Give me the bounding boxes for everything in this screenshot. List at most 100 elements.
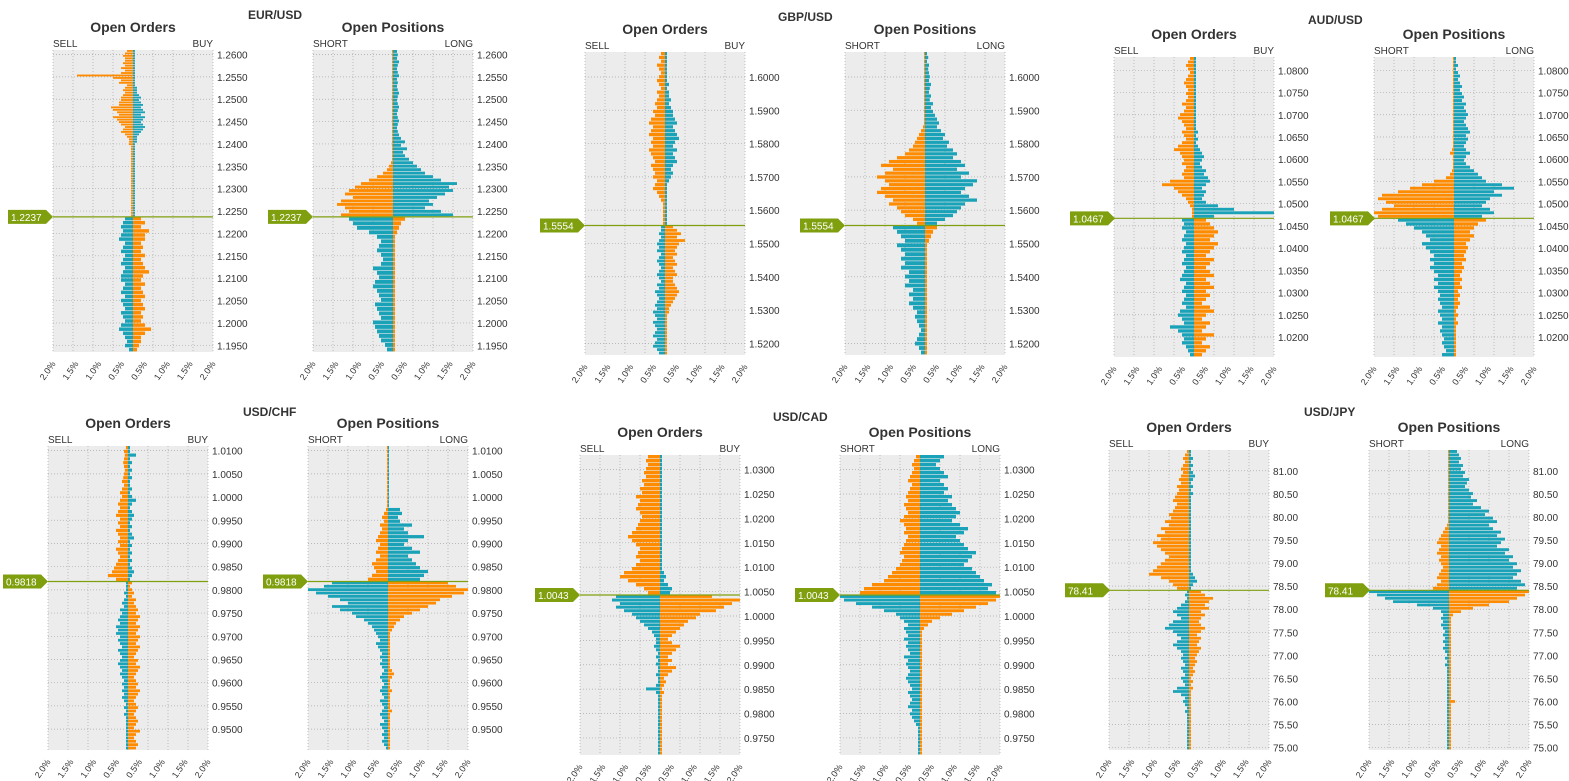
usdchf-positions-lower-right-bar (388, 648, 390, 652)
usdcad-orders-lower-left-bar (646, 687, 660, 691)
usdchf-orders-lower-left-bar (122, 696, 128, 699)
usdchf-positions-y-tick: 0.9800 (472, 586, 503, 597)
audusd-positions-lower-right-bar (1454, 309, 1456, 313)
eurusd-orders-y-tick: 1.2200 (217, 229, 248, 240)
eurusd-orders-lower-left-bar (125, 319, 133, 323)
eurusd-orders-upper-left-bar (119, 113, 133, 116)
usdchf-orders-lower-left-bar (120, 652, 128, 656)
usdjpy-orders-upper-right-bar (1189, 576, 1195, 580)
usdcad-positions-y-tick: 0.9850 (1004, 685, 1035, 696)
gbpusd-positions-lower-right-bar (925, 319, 927, 324)
usdchf-positions-lower-right-bar (388, 598, 440, 602)
usdcad-orders-lower-left-bar (658, 715, 660, 719)
usdcad-orders-upper-right-bar (660, 475, 662, 479)
eurusd-positions-lower-right-bar (393, 279, 395, 284)
usdcad-orders-upper-right-bar (660, 591, 670, 595)
eurusd-positions-lower-left-bar (377, 270, 393, 275)
usdjpy-positions-lower-right-bar (1449, 590, 1529, 594)
usdcad-positions-lower-left-bar (910, 683, 920, 687)
usdcad-orders-upper-left-bar (632, 567, 660, 571)
usdcad-orders-upper-right-bar (660, 487, 662, 491)
usdchf-positions-lower-right-bar (388, 665, 390, 669)
eurusd-positions-upper-left-bar (345, 192, 393, 196)
gbpusd-orders-lower-right-bar (665, 317, 667, 321)
usdchf-orders-lower-left-bar (124, 692, 128, 696)
usdchf-positions-lower-left-bar (382, 702, 388, 706)
usdcad-orders-lower-right-bar (660, 634, 672, 638)
gbpusd-orders-upper-right-bar (665, 75, 667, 79)
usdchf-orders-lower-right-bar (128, 685, 136, 689)
eurusd-orders-y-tick: 1.2350 (217, 162, 248, 173)
usdjpy-positions-lower-right-bar (1449, 593, 1525, 597)
usdchf-positions-lower-right-bar (388, 716, 390, 720)
gbpusd-orders-upper-right-bar (665, 113, 673, 117)
eurusd-positions-upper-left-bar (392, 53, 393, 57)
usdjpy-positions-upper-right-bar (1449, 520, 1497, 524)
gbpusd-positions-lower-right-bar (925, 310, 927, 315)
usdjpy-positions-lower-left-bar (1445, 643, 1449, 647)
usdjpy-orders-upper-left-bar (1161, 576, 1189, 580)
usdcad-orders-upper-left-bar (640, 511, 660, 515)
usdcad-positions-upper-right-bar (920, 591, 996, 595)
usdcad-positions-upper-right-bar (920, 571, 976, 575)
usdchf-orders-upper-left-bar (118, 551, 128, 555)
audusd-positions-lower-right-bar (1454, 349, 1456, 353)
usdchf-positions-lower-left-bar (382, 652, 388, 656)
gbpusd-orders-panel (540, 52, 746, 355)
usdchf-positions-upper-right-bar (388, 515, 398, 519)
gbpusd-positions-y-tick: 1.5300 (1009, 306, 1040, 317)
usdcad-orders-upper-right-bar (660, 579, 664, 583)
usdcad-positions-lower-right-bar (920, 595, 1000, 598)
usdchf-positions-upper-left-bar (380, 542, 388, 547)
gbpusd-positions-lower-right-bar (925, 346, 927, 350)
usdjpy-positions-y-tick: 77.50 (1533, 628, 1558, 639)
audusd-positions-upper-right-bar (1454, 64, 1458, 67)
usdchf-positions-lower-left-bar (376, 642, 388, 645)
usdjpy-positions-upper-left-bar (1441, 544, 1449, 548)
usdchf-positions-price-flag (263, 574, 308, 589)
usdcad-positions-lower-left-bar (918, 737, 920, 741)
usdcad-orders-lower-right-bar (660, 730, 662, 734)
gbpusd-orders-upper-right-bar (665, 105, 671, 110)
usdcad-positions-lower-right-bar (920, 730, 922, 734)
usdchf-orders-lower-right-bar (128, 638, 138, 642)
audusd-positions-lower-right-bar (1454, 305, 1458, 309)
usdchf-orders-y-tick: 0.9900 (212, 539, 243, 550)
gbpusd-positions-lower-left-bar (917, 337, 925, 342)
usdchf-orders-lower-right-bar (128, 648, 138, 652)
gbpusd-orders-upper-right-bar (665, 78, 667, 83)
usdjpy-positions-upper-right-bar (1449, 481, 1467, 485)
usdjpy-orders-lower-left-bar (1181, 636, 1189, 640)
eurusd-positions-y-tick: 1.2600 (477, 50, 508, 61)
gbpusd-orders-lower-left-bar (661, 266, 665, 270)
audusd-orders-upper-right-bar (1194, 200, 1206, 204)
usdcad-orders-upper-right-bar (660, 499, 662, 503)
usdchf-orders-y-tick: 1.0000 (212, 493, 243, 504)
usdcad-orders-lower-left-bar (640, 619, 660, 623)
usdchf-positions-upper-right-bar (388, 542, 404, 547)
usdchf-orders-upper-left-bar (118, 521, 128, 525)
usdchf-orders-y-tick: 0.9750 (212, 609, 243, 620)
usdjpy-orders-lower-left-bar (1187, 730, 1189, 733)
gbpusd-positions-lower-right-bar (925, 238, 929, 243)
usdcad-orders-y-tick: 0.9950 (744, 636, 775, 647)
usdchf-orders-upper-right-bar (128, 479, 130, 484)
audusd-orders-y-tick: 1.0600 (1278, 155, 1309, 166)
gbpusd-positions-upper-left-bar (924, 52, 925, 56)
usdcad-orders-lower-left-bar (658, 666, 660, 670)
eurusd-orders-lower-left-bar (119, 327, 133, 331)
eurusd-orders-upper-left-bar (131, 189, 133, 192)
usdchf-positions-upper-right-bar (388, 449, 389, 454)
eurusd-orders-upper-right-bar (133, 89, 137, 92)
usdchf-positions-lower-right-bar (388, 696, 390, 699)
usdcad-positions-lower-left-bar (900, 616, 920, 620)
usdchf-positions-y-tick: 0.9700 (472, 632, 503, 643)
usdcad-orders-upper-left-bar (640, 519, 660, 523)
usdchf-positions-lower-right-bar (388, 702, 390, 706)
usdcad-positions-upper-left-bar (902, 547, 920, 551)
eurusd-orders-lower-right-bar (133, 323, 145, 327)
usdchf-orders-lower-left-bar (124, 591, 128, 595)
usdjpy-positions-lower-right-bar (1449, 730, 1451, 733)
audusd-positions-lower-right-bar (1454, 293, 1460, 297)
gbpusd-positions-lower-right-bar (925, 265, 927, 270)
